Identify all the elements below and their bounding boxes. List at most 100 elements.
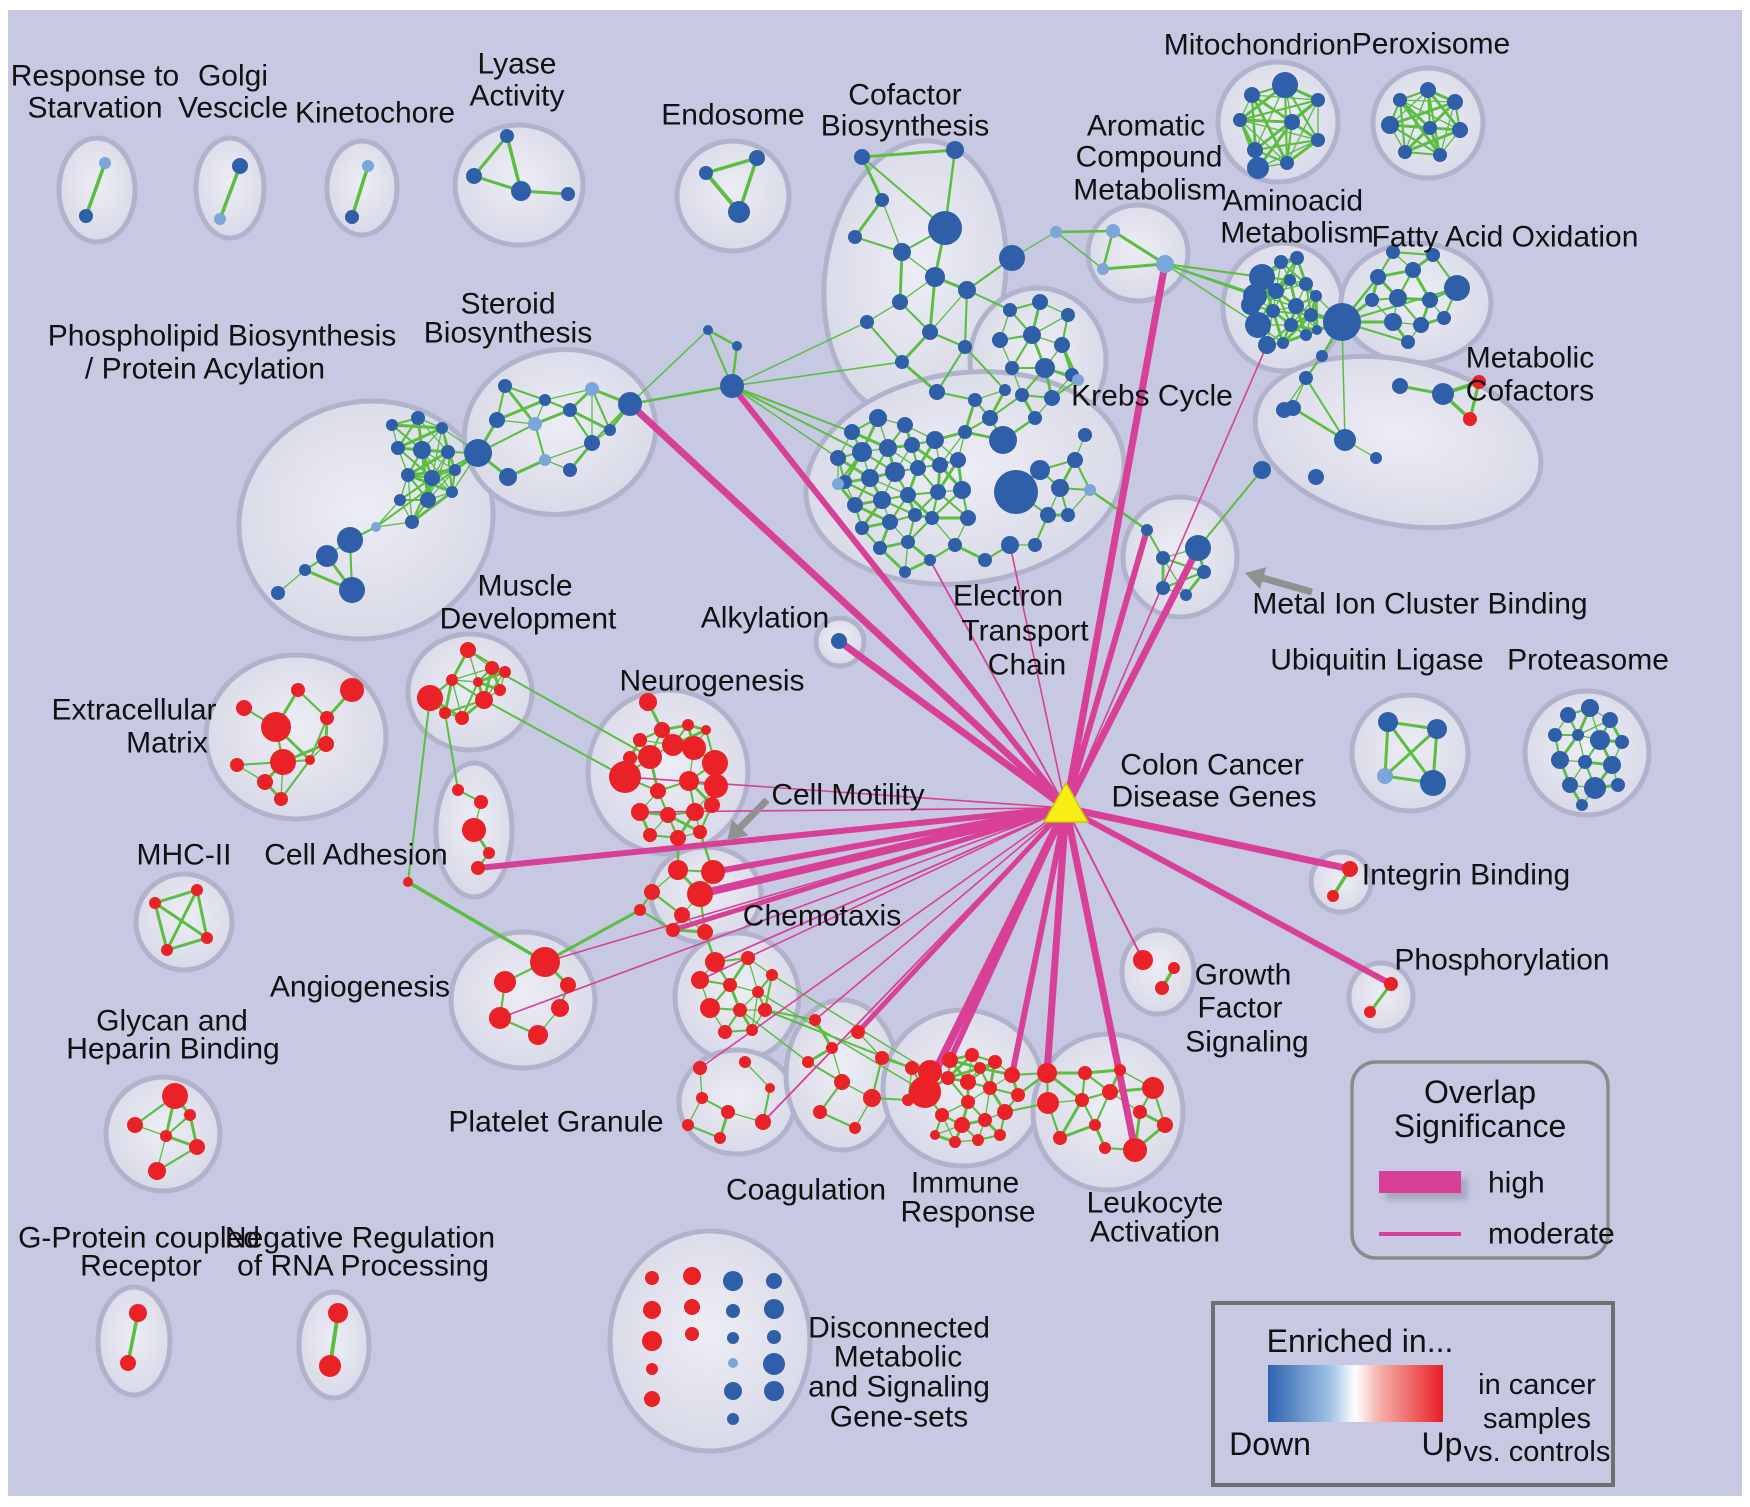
gene-set-node bbox=[1413, 317, 1429, 333]
gene-set-node bbox=[644, 1391, 660, 1407]
gene-set-node bbox=[723, 1271, 743, 1291]
cluster-label-neg-reg-rna: of RNA Processing bbox=[237, 1250, 489, 1283]
gene-set-node bbox=[1089, 1119, 1101, 1131]
gene-set-node bbox=[471, 861, 485, 875]
edge-kinetochore bbox=[350, 164, 370, 219]
gene-set-node bbox=[1300, 329, 1312, 341]
cell-motility-arrow-head bbox=[727, 819, 749, 841]
edge-aromatic-compound bbox=[1111, 229, 1167, 266]
gene-set-node bbox=[539, 394, 551, 406]
gene-set-node bbox=[1420, 82, 1436, 98]
gene-set-node bbox=[643, 828, 657, 842]
gene-set-node bbox=[683, 1267, 701, 1285]
gene-set-node bbox=[129, 1304, 147, 1322]
gene-set-node bbox=[701, 860, 725, 884]
gene-set-node bbox=[274, 792, 288, 806]
gene-set-node bbox=[452, 784, 464, 796]
gene-set-node bbox=[1078, 428, 1092, 442]
gene-set-node bbox=[855, 521, 869, 535]
edge-steroid bbox=[544, 388, 593, 401]
gene-set-node bbox=[802, 1056, 814, 1068]
gene-set-node bbox=[679, 771, 699, 791]
gene-set-node bbox=[462, 818, 486, 842]
gene-set-node bbox=[1053, 1131, 1067, 1145]
edge-mitochondrion bbox=[1286, 99, 1319, 164]
gene-set-node bbox=[1581, 699, 1599, 717]
edge-steroid bbox=[495, 398, 547, 422]
gene-set-node bbox=[1384, 977, 1398, 991]
gene-set-node bbox=[639, 693, 657, 711]
cluster-label-fatty-acid-oxidation: Fatty Acid Oxidation bbox=[1372, 221, 1639, 254]
inter-cluster-edge bbox=[764, 1009, 816, 1021]
gene-set-node bbox=[830, 450, 846, 466]
gene-set-node bbox=[892, 294, 908, 310]
edge-cofactor-biosynthesis bbox=[861, 156, 946, 229]
gene-set-node bbox=[1327, 890, 1339, 902]
gene-set-node bbox=[405, 515, 419, 529]
gene-set-node bbox=[528, 417, 542, 431]
gene-set-node bbox=[328, 1303, 348, 1323]
gene-set-node bbox=[1304, 308, 1318, 322]
gene-set-node bbox=[609, 761, 641, 793]
gene-set-node bbox=[700, 998, 720, 1018]
cluster-label-growth-factor-signaling: Growth bbox=[1195, 959, 1292, 992]
gene-set-node bbox=[1067, 452, 1083, 468]
edge-platelet-granule bbox=[744, 1061, 771, 1089]
edge-mhc-ii bbox=[153, 888, 199, 905]
gene-set-node bbox=[79, 209, 93, 223]
gene-set-node bbox=[403, 877, 413, 887]
cluster-label-aromatic-compound: Aromatic bbox=[1087, 110, 1205, 143]
gene-set-node bbox=[1156, 551, 1170, 565]
gene-set-node bbox=[1141, 524, 1153, 536]
edge-peroxisome bbox=[1399, 99, 1461, 131]
legend-overlap-box bbox=[1350, 1060, 1610, 1260]
gene-set-node bbox=[733, 1003, 747, 1017]
gene-set-node bbox=[1197, 565, 1211, 579]
gene-set-node bbox=[1308, 469, 1324, 485]
gene-set-node bbox=[1123, 1138, 1147, 1162]
inter-cluster-edge bbox=[491, 667, 651, 758]
gene-set-node bbox=[386, 419, 398, 431]
gene-set-node bbox=[930, 1130, 940, 1140]
edge-phospholipid bbox=[406, 450, 450, 477]
gene-set-node bbox=[1084, 484, 1096, 496]
gene-set-node bbox=[660, 807, 676, 823]
gene-set-node bbox=[854, 149, 870, 165]
edge-extracellular-matrix bbox=[308, 716, 329, 762]
gene-set-node bbox=[1364, 1006, 1376, 1018]
cluster-label-extracellular-matrix: Matrix bbox=[126, 727, 208, 760]
gene-set-node bbox=[1102, 1084, 1118, 1100]
gene-set-node bbox=[1030, 460, 1050, 480]
legend-enrichment-title: Enriched in... bbox=[1267, 1323, 1454, 1359]
gene-set-node bbox=[935, 1108, 949, 1122]
cluster-label-angiogenesis: Angiogenesis bbox=[270, 971, 450, 1004]
edge-phospholipid bbox=[407, 474, 413, 523]
gene-set-node bbox=[1142, 1077, 1164, 1099]
gene-set-node bbox=[724, 1382, 742, 1400]
cluster-label-coagulation: Coagulation bbox=[726, 1174, 886, 1207]
edge-steroid bbox=[503, 384, 537, 426]
overlap-edge-high bbox=[835, 637, 1070, 812]
gene-set-node bbox=[1381, 116, 1399, 134]
gene-set-node bbox=[162, 1083, 188, 1109]
inter-cluster-edge bbox=[731, 385, 853, 433]
cluster-label-integrin-binding: Integrin Binding bbox=[1362, 859, 1570, 892]
gene-set-node bbox=[1028, 538, 1042, 552]
gene-set-node bbox=[1001, 536, 1019, 554]
overlap-edge-high bbox=[1062, 804, 1139, 1154]
overlap-edge-moderate bbox=[699, 807, 1067, 981]
cluster-label-cell-adhesion: Cell Adhesion bbox=[264, 839, 447, 872]
gene-set-node bbox=[704, 774, 728, 798]
gene-set-node bbox=[1299, 371, 1313, 385]
cluster-label-mitochondrion: Mitochondrion bbox=[1164, 29, 1352, 62]
edge-peroxisome bbox=[1403, 128, 1462, 154]
cluster-label-steroid: Biosynthesis bbox=[424, 317, 592, 350]
gene-set-node bbox=[1156, 255, 1174, 273]
gene-set-node bbox=[634, 904, 646, 916]
gene-set-node bbox=[997, 1104, 1013, 1120]
gene-set-node bbox=[728, 201, 750, 223]
cluster-label-response-starvation: Starvation bbox=[27, 92, 162, 125]
gene-set-node bbox=[473, 677, 483, 687]
gene-set-node bbox=[746, 1024, 758, 1036]
overlap-edge-high bbox=[696, 804, 1070, 898]
